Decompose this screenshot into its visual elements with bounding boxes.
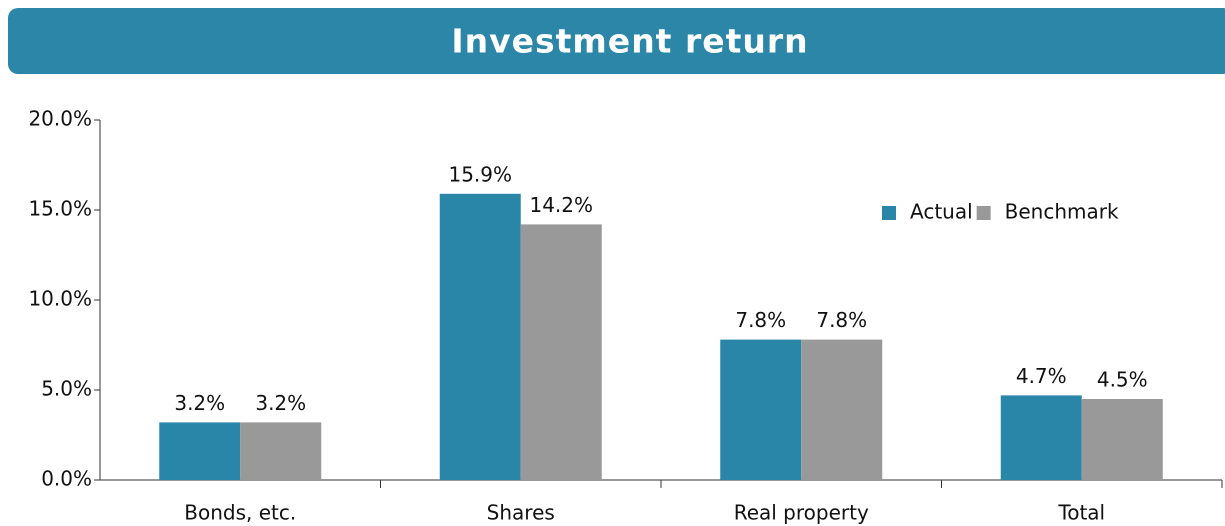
x-tick-label: Total xyxy=(1057,501,1105,525)
y-tick-label: 10.0% xyxy=(28,287,92,311)
data-label: 3.2% xyxy=(255,391,306,415)
y-tick-label: 5.0% xyxy=(41,377,92,401)
y-tick-label: 15.0% xyxy=(28,197,92,221)
data-label: 4.7% xyxy=(1016,364,1067,388)
data-label: 15.9% xyxy=(448,162,512,186)
bar xyxy=(240,422,322,480)
y-tick-label: 20.0% xyxy=(28,107,92,131)
legend-label: Actual xyxy=(910,200,973,224)
data-label: 14.2% xyxy=(529,193,593,217)
data-label: 7.8% xyxy=(816,308,867,332)
y-tick-label: 0.0% xyxy=(41,467,92,491)
data-label: 3.2% xyxy=(174,391,225,415)
legend-swatch xyxy=(976,206,991,220)
bar xyxy=(1000,395,1082,480)
x-tick-label: Bonds, etc. xyxy=(184,501,296,525)
bar xyxy=(1081,399,1163,480)
legend-swatch xyxy=(882,206,896,220)
bar xyxy=(520,224,602,480)
data-label: 7.8% xyxy=(735,308,786,332)
bar xyxy=(159,422,241,480)
x-tick-label: Shares xyxy=(487,501,555,525)
data-label: 4.5% xyxy=(1097,368,1148,392)
x-tick-label: Real property xyxy=(734,501,869,525)
title-banner xyxy=(8,8,1225,74)
bar xyxy=(801,339,883,480)
chart-title: Investment return xyxy=(451,22,808,61)
bar xyxy=(439,193,521,481)
legend-label: Benchmark xyxy=(1005,200,1119,224)
bar xyxy=(720,339,802,480)
